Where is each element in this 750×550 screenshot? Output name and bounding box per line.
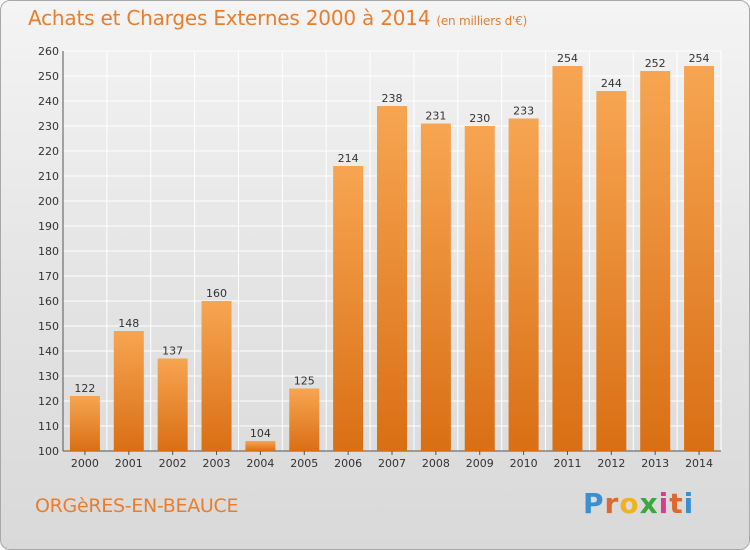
logo-letter: i <box>683 487 695 520</box>
x-tick-label: 2010 <box>510 457 538 470</box>
bar-value-label: 160 <box>206 287 227 300</box>
x-tick-label: 2003 <box>203 457 231 470</box>
bar-value-label: 238 <box>382 92 403 105</box>
bar-value-label: 230 <box>469 112 490 125</box>
bar-value-label: 104 <box>250 427 271 440</box>
bar <box>464 126 495 451</box>
x-tick-label: 2006 <box>334 457 362 470</box>
y-tick-label: 160 <box>38 295 59 308</box>
x-tick-label: 2013 <box>641 457 669 470</box>
bar <box>69 396 100 451</box>
bar-value-label: 231 <box>425 110 446 123</box>
bar <box>113 331 144 451</box>
logo-letter: t <box>669 487 684 520</box>
y-tick-label: 240 <box>38 95 59 108</box>
y-tick-label: 100 <box>38 445 59 458</box>
chart-title: Achats et Charges Externes 2000 à 2014 (e… <box>28 6 527 30</box>
bar <box>201 301 232 451</box>
y-tick-label: 150 <box>38 320 59 333</box>
y-tick-label: 260 <box>38 45 59 58</box>
x-tick-label: 2002 <box>159 457 187 470</box>
bar <box>508 118 539 451</box>
x-tick-label: 2004 <box>246 457 274 470</box>
bar <box>245 441 276 451</box>
y-tick-label: 200 <box>38 195 59 208</box>
x-tick-label: 2007 <box>378 457 406 470</box>
bar <box>552 66 583 451</box>
bar <box>157 358 188 451</box>
bar <box>640 71 671 451</box>
logo-letter: P <box>583 487 605 520</box>
x-tick-label: 2008 <box>422 457 450 470</box>
bar <box>596 91 627 451</box>
bar-value-label: 137 <box>162 345 183 358</box>
chart-unit: (en milliers d'€) <box>436 14 528 28</box>
x-tick-label: 2012 <box>597 457 625 470</box>
bar <box>684 66 715 451</box>
bar-value-label: 252 <box>645 57 666 70</box>
y-tick-label: 190 <box>38 220 59 233</box>
x-tick-label: 2014 <box>685 457 713 470</box>
y-tick-label: 170 <box>38 270 59 283</box>
y-tick-label: 180 <box>38 245 59 258</box>
logo-letter: r <box>604 487 620 520</box>
y-tick-label: 230 <box>38 120 59 133</box>
logo-letter: i <box>658 487 670 520</box>
y-tick-label: 130 <box>38 370 59 383</box>
logo-letter: o <box>619 487 640 520</box>
x-tick-label: 2000 <box>71 457 99 470</box>
bar-value-label: 244 <box>601 77 622 90</box>
bar <box>289 388 320 451</box>
logo-letter: x <box>639 487 659 520</box>
commune-name: ORGèRES-EN-BEAUCE <box>35 495 239 517</box>
bar <box>420 123 451 451</box>
y-tick-label: 250 <box>38 70 59 83</box>
y-tick-label: 140 <box>38 345 59 358</box>
x-tick-label: 2009 <box>466 457 494 470</box>
bar-value-label: 214 <box>338 152 359 165</box>
bar-value-label: 148 <box>118 317 139 330</box>
x-tick-label: 2011 <box>553 457 581 470</box>
bar <box>377 106 407 451</box>
y-tick-label: 120 <box>38 395 59 408</box>
chart-title-text: Achats et Charges Externes 2000 à 2014 <box>28 6 431 30</box>
bar-value-label: 122 <box>74 382 95 395</box>
bar-value-label: 233 <box>513 105 534 118</box>
bar-value-label: 125 <box>294 375 315 388</box>
bar-value-label: 254 <box>689 52 710 65</box>
y-tick-label: 220 <box>38 145 59 158</box>
x-tick-label: 2001 <box>115 457 143 470</box>
y-tick-label: 210 <box>38 170 59 183</box>
bar-value-label: 254 <box>557 52 578 65</box>
x-tick-label: 2005 <box>290 457 318 470</box>
y-tick-label: 110 <box>38 420 59 433</box>
bar <box>333 166 364 451</box>
proxiti-logo: Proxiti <box>583 487 694 520</box>
